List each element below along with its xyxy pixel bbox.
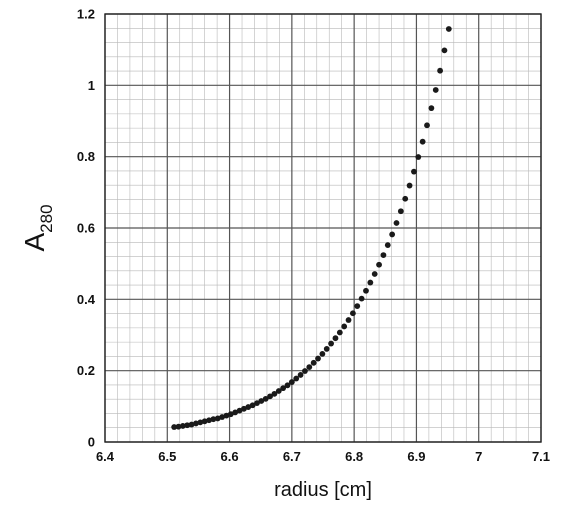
data-point	[267, 393, 273, 400]
data-point	[371, 271, 378, 277]
x-tick-label: 6.7	[283, 449, 301, 464]
data-point	[175, 423, 182, 430]
data-point	[184, 422, 191, 429]
data-point	[323, 346, 330, 352]
x-tick-label: 7	[475, 449, 482, 464]
data-point	[310, 359, 317, 366]
data-point	[293, 375, 300, 382]
data-point	[358, 295, 365, 302]
data-point	[254, 400, 260, 407]
plot-frame	[104, 13, 542, 443]
data-point	[332, 335, 339, 342]
data-point	[236, 407, 243, 414]
y-tick-label: 0.8	[77, 149, 95, 164]
data-point	[227, 411, 234, 418]
data-point	[419, 138, 426, 145]
data-point	[349, 310, 356, 317]
y-tick-labels: 0 0.2 0.4 0.6 0.8 1 1.2	[77, 7, 96, 450]
data-point	[406, 182, 413, 189]
y-tick-label: 0	[88, 435, 95, 450]
data-point	[240, 405, 247, 412]
y-tick-label: 0.4	[77, 292, 96, 307]
data-point	[193, 420, 199, 427]
y-tick-label: 1	[88, 78, 95, 93]
y-axis-title-subscript: 280	[37, 204, 56, 232]
data-point	[210, 416, 217, 423]
data-point	[367, 279, 374, 286]
data-point	[328, 340, 334, 347]
data-point	[336, 329, 343, 336]
data-point	[258, 398, 265, 404]
y-tick-label: 1.2	[77, 7, 95, 22]
data-point	[376, 261, 382, 268]
data-point	[179, 423, 186, 429]
x-tick-label: 6.4	[96, 449, 115, 464]
data-point	[428, 105, 435, 112]
data-points	[171, 26, 452, 430]
data-point	[245, 404, 252, 410]
data-point	[197, 419, 204, 426]
data-point	[302, 368, 308, 374]
x-tick-label: 6.6	[221, 449, 239, 464]
x-tick-label: 6.5	[158, 449, 176, 464]
y-axis-title-main: A	[19, 233, 50, 252]
data-point	[380, 252, 387, 259]
data-point	[363, 287, 369, 294]
data-point	[441, 47, 448, 54]
x-tick-label: 7.1	[532, 449, 550, 464]
x-tick-label: 6.8	[345, 449, 363, 464]
data-point	[249, 402, 256, 409]
x-tick-labels: 6.4 6.5 6.6 6.7 6.8 6.9 7 7.1	[96, 449, 550, 464]
data-point	[306, 364, 313, 370]
data-point	[445, 26, 452, 32]
data-point	[223, 412, 230, 419]
data-point	[319, 351, 326, 357]
y-axis-title: A280	[19, 204, 56, 251]
data-point	[171, 424, 178, 430]
data-point	[432, 87, 439, 93]
data-point	[384, 242, 391, 249]
data-point	[262, 395, 269, 402]
data-point	[232, 409, 239, 416]
y-tick-label: 0.6	[77, 221, 95, 236]
major-grid	[104, 13, 542, 443]
data-point	[275, 388, 282, 394]
data-point	[397, 208, 404, 215]
data-point	[271, 390, 278, 397]
data-point	[389, 231, 396, 238]
data-point	[402, 195, 409, 202]
data-point	[354, 303, 361, 310]
data-point	[393, 220, 400, 226]
data-point	[415, 154, 422, 160]
data-point	[297, 372, 304, 378]
data-point	[424, 122, 430, 129]
data-point	[280, 385, 287, 392]
data-point	[341, 323, 348, 330]
x-tick-label: 6.9	[407, 449, 425, 464]
data-point	[201, 418, 208, 425]
y-tick-label: 0.2	[77, 363, 95, 378]
data-point	[411, 168, 417, 175]
data-point	[206, 417, 212, 424]
data-point	[288, 379, 295, 385]
data-point	[345, 317, 352, 323]
x-axis-title: radius [cm]	[274, 479, 372, 501]
data-point	[437, 67, 443, 74]
data-point	[188, 421, 195, 428]
data-point	[284, 382, 291, 389]
data-point	[219, 414, 225, 420]
data-point	[214, 415, 221, 422]
data-point	[315, 355, 321, 362]
